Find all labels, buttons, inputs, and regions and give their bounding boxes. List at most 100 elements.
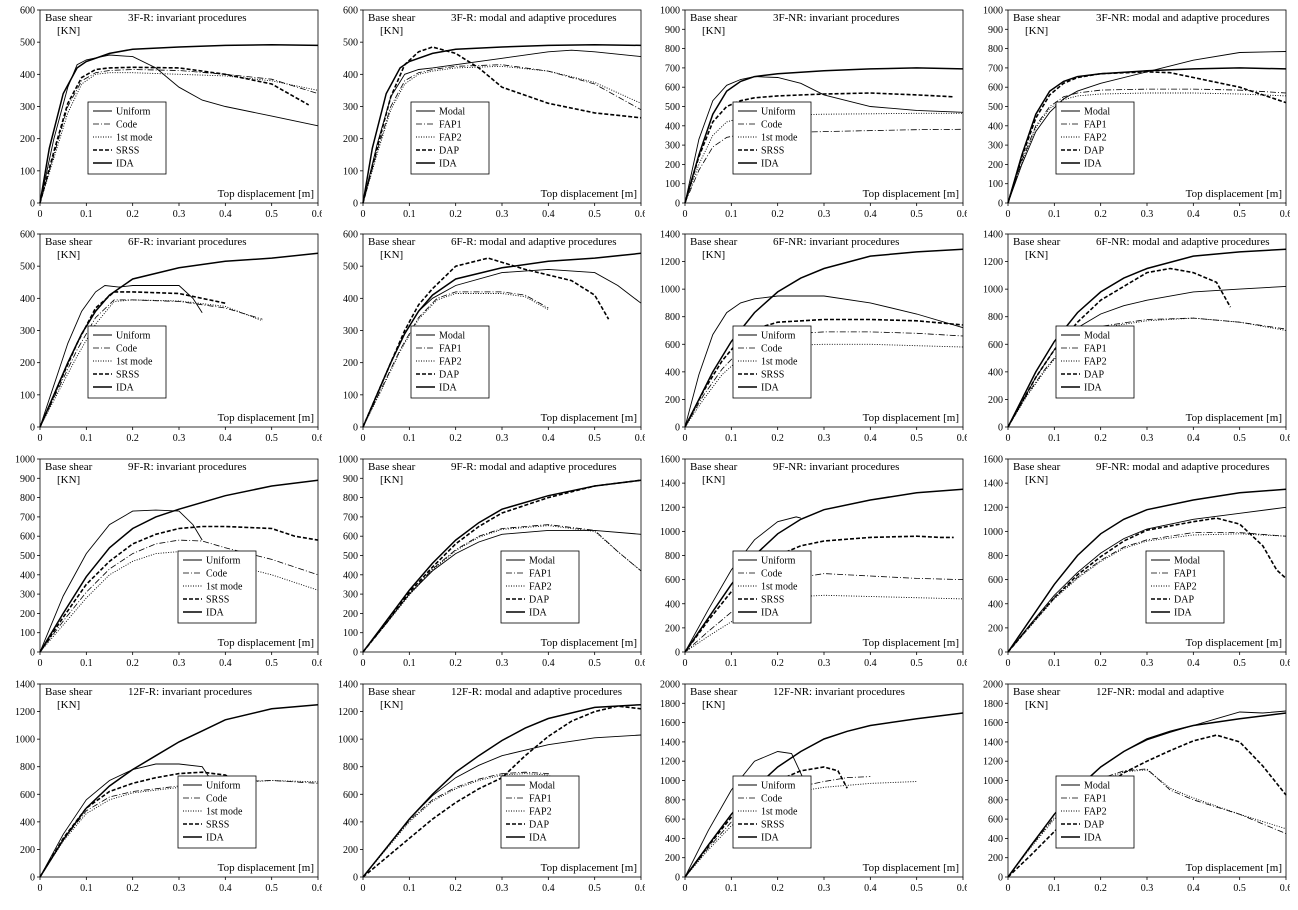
y-tick-label: 1200 <box>338 707 358 718</box>
legend-entry: FAP1 <box>1084 344 1107 355</box>
legend: Uniform Code 1st mode SRSS IDA <box>732 775 812 849</box>
y-tick-label: 1400 <box>338 680 358 691</box>
x-tick-label: 0.3 <box>496 433 509 444</box>
legend-entry: Uniform <box>206 781 241 792</box>
x-tick-label: 0.3 <box>496 209 509 220</box>
legend-entry: SRSS <box>761 820 784 831</box>
series-line-code <box>684 573 964 653</box>
y-tick-label: 600 <box>988 575 1003 586</box>
x-tick-label: 0.1 <box>1048 209 1061 220</box>
series-line-modal <box>1007 51 1287 204</box>
x-tick-label: 0.1 <box>725 209 738 220</box>
series-line-fap2 <box>362 773 558 878</box>
series-line-srss <box>39 771 240 878</box>
y-tick-label: 300 <box>988 141 1003 152</box>
y-tick-label: 400 <box>343 570 358 581</box>
series-line-fap2 <box>1007 533 1287 653</box>
legend-entry: Code <box>206 794 228 805</box>
y-axis-label: Base shear <box>690 12 738 24</box>
series-line-srss <box>684 318 964 428</box>
x-tick-label: 0.2 <box>449 433 462 444</box>
x-tick-label: 0.4 <box>542 209 555 220</box>
x-tick-label: 0.2 <box>1094 883 1107 894</box>
y-tick-label: 400 <box>20 70 35 81</box>
x-tick-label: 0 <box>683 883 688 894</box>
legend-box <box>87 325 167 399</box>
series-line-uniform <box>39 54 319 204</box>
series-line-code <box>39 69 319 204</box>
chart-title: 12F-NR: modal and adaptive <box>1096 686 1224 698</box>
legend-entry: Uniform <box>116 107 151 118</box>
legend: Uniform Code 1st mode SRSS IDA <box>87 101 167 175</box>
y-tick-label: 300 <box>343 590 358 601</box>
legend-entry: IDA <box>1084 383 1103 394</box>
legend-entry: DAP <box>439 370 459 381</box>
y-tick-label: 300 <box>20 326 35 337</box>
y-tick-label: 1000 <box>660 527 680 538</box>
x-tick-label: 0.3 <box>1141 209 1154 220</box>
series-line-modal <box>362 268 642 428</box>
x-tick-label: 0.2 <box>449 209 462 220</box>
series-line-fap2 <box>362 65 642 204</box>
legend-entry: 1st mode <box>206 807 243 818</box>
y-tick-label: 800 <box>20 762 35 773</box>
x-tick-label: 0.4 <box>1187 883 1200 894</box>
legend: Uniform Code 1st mode SRSS IDA <box>87 325 167 399</box>
x-tick-label: 0 <box>361 209 366 220</box>
y-tick-label: 2000 <box>983 680 1003 691</box>
x-tick-label: 0 <box>361 658 366 669</box>
y-tick-label: 500 <box>20 551 35 562</box>
x-axis-label: Top displacement [m] <box>541 637 637 649</box>
y-tick-label: 1800 <box>983 699 1003 710</box>
y-tick-label: 200 <box>665 160 680 171</box>
x-axis-label: Top displacement [m] <box>541 188 637 200</box>
y-tick-label: 800 <box>343 493 358 504</box>
legend-box <box>177 550 257 624</box>
chart-title: 12F-R: invariant procedures <box>128 686 252 698</box>
x-tick-label: 0.1 <box>725 658 738 669</box>
y-tick-label: 900 <box>665 25 680 36</box>
y-axis-unit: [KN] <box>57 249 80 261</box>
legend: Modal FAP1 FAP2 DAP IDA <box>500 775 580 849</box>
series-line-srss <box>39 291 226 428</box>
y-tick-label: 200 <box>20 609 35 620</box>
legend-entry: DAP <box>439 146 459 157</box>
y-tick-label: 600 <box>665 815 680 826</box>
y-tick-label: 1200 <box>983 757 1003 768</box>
y-tick-label: 1000 <box>660 6 680 17</box>
series-line-ida <box>362 252 642 428</box>
y-tick-label: 800 <box>988 312 1003 323</box>
y-tick-label: 600 <box>665 340 680 351</box>
plot-frame <box>39 9 319 204</box>
legend-entry: Modal <box>1084 107 1110 118</box>
x-tick-label: 0 <box>683 209 688 220</box>
y-tick-label: 0 <box>675 873 680 884</box>
series-line-ida <box>684 248 964 428</box>
x-tick-label: 0 <box>683 433 688 444</box>
plot-frame <box>39 233 319 428</box>
x-tick-label: 0.1 <box>80 658 93 669</box>
y-tick-label: 600 <box>343 6 358 17</box>
legend-entry: Modal <box>439 331 465 342</box>
x-axis-label: Top displacement [m] <box>863 862 959 874</box>
legend-entry: IDA <box>116 159 135 170</box>
chart-panel-14: 0 200 400 600 800 1000 1200 1400 0 0.1 0.2 0.3 0.4 0.… <box>338 680 645 895</box>
chart-title: 6F-NR: invariant procedures <box>773 236 899 248</box>
y-axis-label: Base shear <box>690 461 738 473</box>
legend-entry: FAP2 <box>529 807 552 818</box>
series-line-uniform <box>684 751 806 878</box>
y-tick-label: 600 <box>20 230 35 241</box>
chart-panel-11: 0 200 400 600 800 1000 1200 1400 1600 0 0.1 0.2 0.3 0… <box>660 455 967 670</box>
chart-panel-2: 0 100 200 300 400 500 600 0 0.1 0.2 0.3 0.4 0.5 0.6 Ba… <box>343 6 645 221</box>
y-tick-label: 200 <box>20 358 35 369</box>
legend-entry: IDA <box>529 833 548 844</box>
x-tick-label: 0.2 <box>1094 209 1107 220</box>
y-tick-label: 900 <box>20 474 35 485</box>
y-tick-label: 100 <box>20 628 35 639</box>
y-tick-label: 0 <box>675 423 680 434</box>
x-tick-label: 0.5 <box>265 433 278 444</box>
x-tick-label: 0 <box>1006 883 1011 894</box>
chart-panel-13: 0 200 400 600 800 1000 1200 1400 0 0.1 0.2 0.3 0.4 0.… <box>15 680 322 895</box>
y-tick-label: 400 <box>343 70 358 81</box>
x-tick-label: 0.6 <box>635 658 645 669</box>
